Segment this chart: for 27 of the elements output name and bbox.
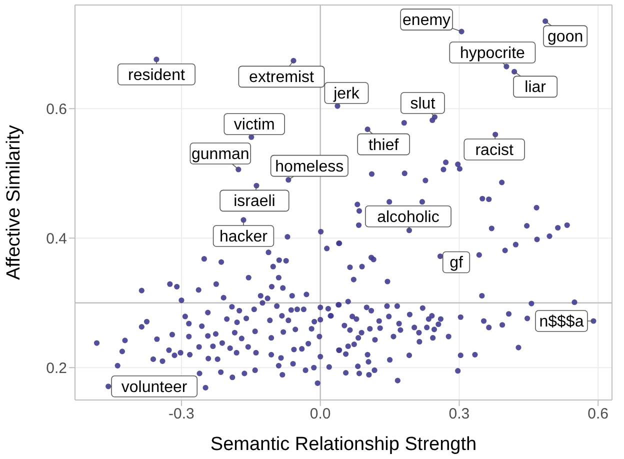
x-tick-label: 0.3 <box>448 406 470 423</box>
annotation: alcoholic <box>377 208 440 226</box>
annotation: resident <box>128 66 186 84</box>
annotation: victim <box>234 116 275 134</box>
annotation: jerk <box>332 86 360 103</box>
annotation: n$$$a <box>539 314 584 330</box>
y-tick-label: 0.2 <box>46 360 67 377</box>
annotation: racist <box>475 142 514 160</box>
y-tick-label: 0.4 <box>46 230 67 248</box>
x-tick-label: -0.3 <box>168 406 194 423</box>
x-axis-title: Semantic Relationship Strength <box>210 434 477 455</box>
annotation: hacker <box>219 228 268 246</box>
x-tick-label: 0.0 <box>310 406 331 423</box>
annotation: hypocrite <box>460 45 526 62</box>
annotation: gf <box>450 254 464 272</box>
annotation: extremist <box>249 69 315 86</box>
annotation: homeless <box>275 158 344 176</box>
annotation: goon <box>548 28 584 46</box>
annotation: enemy <box>402 12 451 30</box>
annotation: slut <box>410 96 436 113</box>
y-tick-label: 0.6 <box>46 100 67 118</box>
x-tick-label: 0.6 <box>588 406 609 423</box>
annotation: thief <box>368 136 400 154</box>
annotation: israeli <box>234 193 276 210</box>
annotation: liar <box>524 79 547 96</box>
y-axis-title: Affective Similarity <box>4 124 25 280</box>
annotation: gunman <box>192 146 250 163</box>
